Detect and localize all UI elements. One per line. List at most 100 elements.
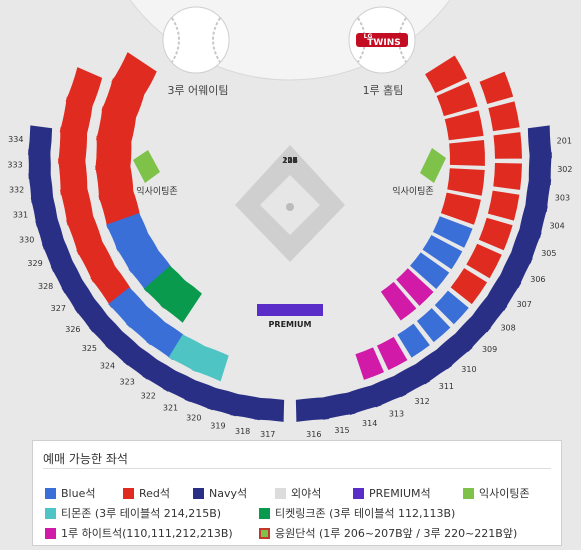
seat-section-206[interactable] xyxy=(478,217,513,251)
seat-section-203[interactable] xyxy=(493,132,522,159)
seat-section-105[interactable] xyxy=(447,168,485,196)
seat-section-334[interactable] xyxy=(28,125,53,156)
seat-section-225[interactable] xyxy=(59,96,93,136)
seat-label-212: 212 xyxy=(282,156,297,165)
teal-swatch xyxy=(45,507,56,519)
legend-item-navy: Navy석 xyxy=(193,485,247,501)
outfield-swatch xyxy=(275,487,286,499)
seat-label-205: 205 xyxy=(282,156,297,165)
seat-section-201[interactable] xyxy=(527,125,552,159)
legend-item-tmon: 티몬존 (3루 테이블석 214,215B) xyxy=(45,505,221,521)
seat-label-311: 311 xyxy=(439,382,454,391)
seat-section-223[interactable] xyxy=(58,158,88,195)
seat-section-202[interactable] xyxy=(488,101,520,132)
seat-label-109: 109 xyxy=(282,156,297,165)
legend-item-exciting: 익사이팅존 xyxy=(463,485,530,501)
seat-label-206: 206 xyxy=(282,156,297,165)
seat-label-333: 333 xyxy=(7,160,22,169)
exciting-zone-left[interactable] xyxy=(133,150,160,183)
seat-section-316[interactable] xyxy=(295,397,329,422)
seat-label-321: 321 xyxy=(163,404,178,413)
magenta-swatch xyxy=(45,527,56,539)
seat-section-226[interactable] xyxy=(65,67,103,109)
seat-section-210[interactable] xyxy=(416,308,451,343)
seat-label-326: 326 xyxy=(65,325,80,334)
seat-section-109[interactable] xyxy=(410,252,450,289)
seat-label-101: 101 xyxy=(282,156,297,165)
seat-label-115: 115 xyxy=(282,156,297,165)
legend-item-blue: Blue석 xyxy=(45,485,95,501)
seat-label-113: 113 xyxy=(282,156,297,165)
premium-swatch xyxy=(353,487,364,499)
home-ball-icon xyxy=(348,6,416,74)
seat-label-225: 225 xyxy=(282,156,297,165)
seat-section-102[interactable] xyxy=(436,82,478,117)
seat-label-208: 208 xyxy=(282,156,297,165)
seat-section-302[interactable] xyxy=(528,152,552,185)
premium-zone[interactable] xyxy=(257,304,323,316)
seat-section-103[interactable] xyxy=(444,110,484,141)
seat-section-304[interactable] xyxy=(519,202,548,239)
navy-swatch xyxy=(193,487,204,499)
seat-section-110[interactable] xyxy=(396,268,434,306)
seat-section-116[interactable] xyxy=(106,213,149,252)
exciting-zone-right[interactable] xyxy=(420,148,446,183)
seat-label-312: 312 xyxy=(414,397,429,406)
seat-section-107[interactable] xyxy=(432,216,473,248)
legend-item-cheer: 응원단석 (1루 206~207B앞 / 3루 220~221B앞) xyxy=(259,525,517,541)
seat-section-208[interactable] xyxy=(450,268,488,305)
seat-label-106: 106 xyxy=(282,156,297,165)
seat-section-204[interactable] xyxy=(493,163,522,190)
seat-label-223: 223 xyxy=(282,156,297,165)
seat-section-201[interactable] xyxy=(479,71,514,105)
seat-legend: 예매 가능한 좌석 Blue석 Red석 Navy석 외야석 PREMIUM석 … xyxy=(32,440,562,546)
seat-section-112[interactable] xyxy=(160,279,202,323)
seat-section-207[interactable] xyxy=(466,243,502,279)
seat-section-121[interactable] xyxy=(101,78,145,120)
legend-item-premium: PREMIUM석 xyxy=(353,485,431,501)
seat-label-226: 226 xyxy=(282,156,297,165)
home-logo-small-text: LG xyxy=(364,33,373,40)
seat-label-215: 215 xyxy=(282,156,297,165)
seat-section-115[interactable] xyxy=(115,231,160,273)
seat-label-122: 122 xyxy=(282,156,297,165)
seat-label-330: 330 xyxy=(19,235,34,244)
seat-section-209[interactable] xyxy=(434,290,469,325)
seat-section-214[interactable] xyxy=(191,345,229,382)
seat-section-104[interactable] xyxy=(449,139,486,166)
seat-section-205[interactable] xyxy=(487,190,520,221)
seat-label-216: 216 xyxy=(282,156,297,165)
exciting-zone-left-label: 익사이팅존 xyxy=(136,185,177,197)
seat-label-213: 213 xyxy=(282,156,297,165)
seat-section-318[interactable] xyxy=(230,393,263,421)
seat-section-113[interactable] xyxy=(143,265,187,309)
seat-section-212[interactable] xyxy=(376,336,408,371)
seat-label-315: 315 xyxy=(334,426,349,435)
seat-label-323: 323 xyxy=(120,378,135,387)
seat-label-320: 320 xyxy=(186,414,201,423)
seat-section-211[interactable] xyxy=(397,323,430,358)
seat-section-303[interactable] xyxy=(525,177,552,212)
seat-label-102: 102 xyxy=(282,156,297,165)
seat-section-101[interactable] xyxy=(425,55,468,93)
seat-label-324: 324 xyxy=(100,362,115,371)
seat-section-111[interactable] xyxy=(380,281,417,321)
seat-section-108[interactable] xyxy=(422,234,463,270)
seat-section-317[interactable] xyxy=(254,397,285,422)
seat-section-114[interactable] xyxy=(128,249,173,292)
seat-label-322: 322 xyxy=(141,392,156,401)
legend-item-outfield: 외야석 xyxy=(275,485,321,501)
home-logo-text: TWINS xyxy=(367,38,400,48)
seat-section-333[interactable] xyxy=(28,149,51,179)
seat-section-120[interactable] xyxy=(96,106,137,144)
seat-section-106[interactable] xyxy=(440,192,481,225)
seat-label-107: 107 xyxy=(282,156,297,165)
legend-label: 응원단석 (1루 206~207B앞 / 3루 220~221B앞) xyxy=(275,527,518,540)
seat-section-213[interactable] xyxy=(355,347,384,380)
seat-section-224[interactable] xyxy=(58,127,88,164)
seat-section-119[interactable] xyxy=(95,135,132,170)
seat-label-316: 316 xyxy=(306,430,321,439)
home-team-label: 1루 홈팀 xyxy=(363,83,404,97)
seat-label-329: 329 xyxy=(27,259,42,268)
red-swatch xyxy=(123,487,134,499)
